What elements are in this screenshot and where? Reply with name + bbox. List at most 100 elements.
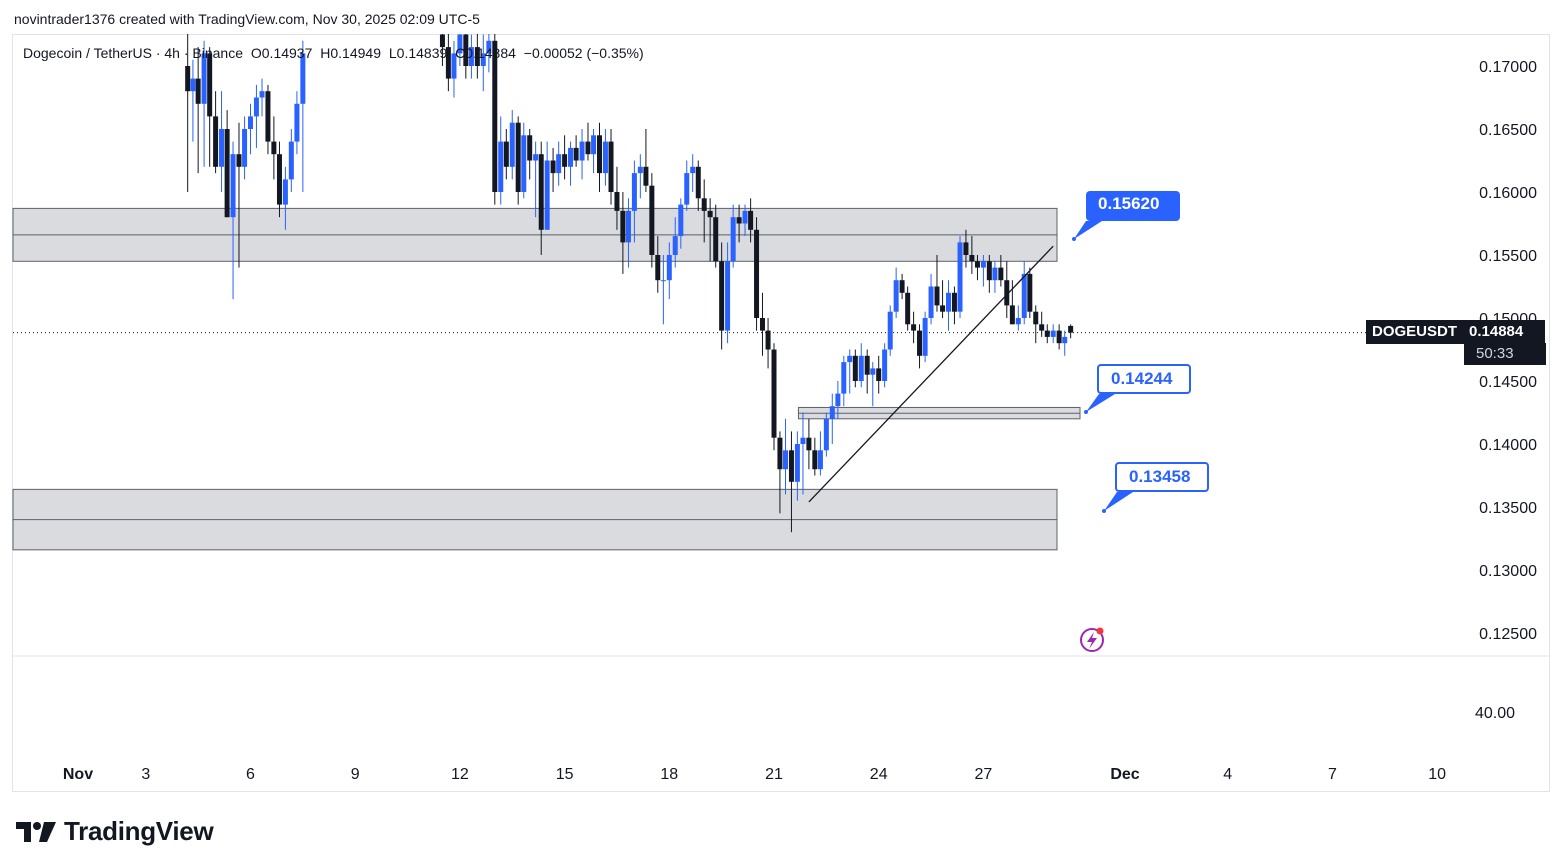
candle-body-16 — [276, 154, 282, 205]
candle-body-111 — [963, 242, 969, 255]
callout-upper[interactable]: 0.15620 — [1086, 191, 1180, 221]
candle-body-66 — [701, 198, 707, 211]
candle-body-85 — [812, 450, 818, 470]
candle-body-28 — [480, 53, 486, 66]
candle-body-35 — [521, 135, 527, 192]
candle-body-3 — [201, 53, 207, 104]
x-axis: Nov 3 6 9 12 15 18 21 24 27 Dec 4 7 10 — [63, 766, 1446, 783]
candle-body-57 — [649, 185, 655, 255]
x-tick-label-5: 15 — [556, 766, 574, 783]
candle-body-47 — [591, 135, 597, 155]
candle-body-110 — [957, 242, 963, 312]
candle-body-45 — [579, 141, 585, 161]
candle-body-126 — [1050, 330, 1056, 337]
legend-close: C0.14884 — [455, 45, 516, 61]
candle-body-90 — [841, 362, 847, 394]
candle-body-72 — [736, 217, 742, 224]
candle-body-75 — [754, 229, 760, 318]
candle-body-82 — [794, 444, 800, 482]
trendline-layer — [808, 245, 1054, 503]
candle-body-70 — [725, 261, 731, 331]
candle-body-21 — [439, 34, 445, 48]
candle-body-96 — [876, 368, 882, 381]
candle-body-58 — [655, 255, 661, 281]
legend-low: L0.14839 — [388, 45, 448, 61]
candle-body-51 — [614, 192, 620, 211]
chart-legend: Dogecoin / TetherUS · 4h · Binance O0.14… — [23, 45, 648, 61]
candle-body-119 — [1009, 305, 1015, 325]
x-tick-label-13: 10 — [1428, 766, 1446, 783]
candle-body-30 — [492, 40, 498, 192]
candle-body-52 — [620, 210, 626, 243]
x-tick-label-12: 7 — [1328, 766, 1337, 783]
callout-anchor-1 — [1084, 410, 1088, 414]
candle-body-42 — [562, 154, 568, 167]
candle-timer: 50:33 — [1464, 343, 1546, 365]
candle-body-6 — [219, 129, 225, 167]
candle-body-54 — [631, 173, 637, 211]
candle-body-8 — [230, 154, 236, 218]
y-tick-label-7: 0.13500 — [1479, 500, 1537, 517]
candle-body-49 — [602, 141, 608, 174]
candle-body-12 — [253, 97, 259, 117]
candle-body-15 — [271, 141, 277, 155]
candle-body-59 — [660, 280, 666, 282]
candle-body-78 — [771, 349, 777, 438]
candle-body-117 — [998, 267, 1004, 281]
x-tick-label-4: 12 — [451, 766, 469, 783]
candle-body-5 — [213, 116, 219, 167]
candle-body-101 — [905, 292, 911, 325]
candle-body-74 — [748, 210, 754, 230]
candle-body-48 — [597, 135, 602, 174]
candle-body-127 — [1056, 330, 1062, 344]
callout-middle[interactable]: 0.14244 — [1097, 364, 1191, 394]
x-tick-label-3: 9 — [351, 766, 360, 783]
candle-body-4 — [207, 53, 213, 117]
candle-body-34 — [515, 122, 521, 192]
candle-body-97 — [882, 349, 888, 381]
zones-layer — [12, 207, 1081, 551]
candle-body-62 — [678, 204, 684, 237]
candle-body-7 — [224, 129, 230, 218]
candle-body-123 — [1033, 311, 1039, 325]
lightning-icon[interactable] — [1080, 627, 1104, 652]
legend-pair: Dogecoin / TetherUS · 4h · Binance — [23, 45, 243, 61]
callout-anchor-0 — [1072, 237, 1076, 241]
y-tick-label-9: 0.12500 — [1479, 626, 1537, 643]
candle-body-31 — [498, 141, 504, 192]
candle-body-9 — [236, 154, 242, 167]
candle-body-13 — [259, 91, 265, 98]
candle-body-33 — [509, 122, 515, 167]
candle-body-103 — [917, 330, 923, 356]
candle-body-99 — [893, 280, 899, 312]
tradingview-logo-text: TradingView — [64, 816, 214, 846]
candle-body-106 — [934, 286, 940, 306]
candle-body-11 — [248, 116, 253, 129]
candle-body-102 — [911, 324, 917, 331]
candle-body-25 — [463, 34, 469, 66]
candle-body-20 — [300, 53, 306, 104]
candle-body-122 — [1027, 273, 1033, 312]
candle-body-67 — [707, 210, 713, 218]
candle-body-60 — [666, 255, 672, 281]
candle-body-55 — [637, 166, 643, 174]
candle-body-79 — [777, 437, 783, 470]
candle-body-89 — [835, 393, 841, 407]
candle-body-24 — [457, 34, 463, 54]
candle-body-105 — [928, 286, 934, 318]
candle-body-19 — [294, 103, 300, 142]
candle-body-40 — [550, 160, 556, 174]
candle-body-69 — [719, 261, 725, 331]
y-tick-label-2: 0.16000 — [1479, 185, 1537, 202]
candle-body-18 — [288, 141, 294, 180]
tradingview-logo[interactable]: TradingView — [16, 816, 214, 847]
x-tick-label-0: Nov — [63, 766, 93, 783]
price-tag-value: 0.14884 — [1463, 320, 1546, 344]
x-tick-label-8: 24 — [870, 766, 888, 783]
candle-body-14 — [265, 91, 271, 142]
tradingview-logo-icon — [16, 821, 56, 842]
candle-body-61 — [672, 236, 678, 255]
candle-body-121 — [1021, 273, 1027, 318]
callout-lower[interactable]: 0.13458 — [1115, 462, 1209, 492]
